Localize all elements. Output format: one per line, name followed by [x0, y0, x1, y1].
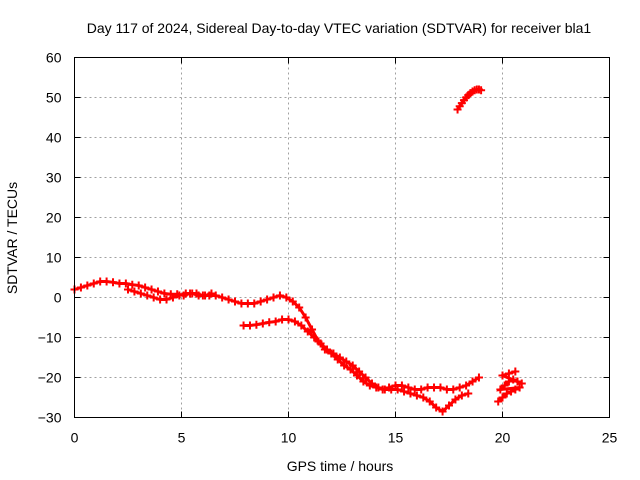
y-tick-label: 50: [46, 90, 62, 106]
series-trace: [127, 288, 212, 301]
axis-ticks: 0 5 10 15 20 25 −30 −20 −10 0 10 20 30 40 50 60: [38, 50, 618, 446]
y-tick-label: 20: [46, 210, 62, 226]
x-tick-label: 15: [388, 430, 404, 446]
y-tick-label: 60: [46, 50, 62, 66]
gridlines: [74, 57, 610, 418]
x-tick-label: 10: [281, 430, 297, 446]
series-upper-track: [70, 277, 483, 394]
y-axis-label: SDTVAR / TECUs: [4, 182, 20, 294]
data-points: [70, 85, 526, 416]
series-trace: [496, 370, 523, 403]
plot-frame: [74, 57, 610, 418]
y-tick-label: 40: [46, 130, 62, 146]
x-tick-label: 20: [495, 430, 511, 446]
y-tick-label: −30: [38, 410, 62, 426]
series-trace: [456, 88, 482, 111]
y-tick-label: −20: [38, 370, 62, 386]
series-high-arc: [453, 85, 486, 114]
x-tick-label: 5: [178, 430, 186, 446]
y-tick-label: 10: [46, 250, 62, 266]
chart-title: Day 117 of 2024, Sidereal Day-to-day VTE…: [87, 20, 592, 36]
series-lower-track: [239, 315, 473, 416]
series-late-cluster: [494, 367, 526, 406]
series-trace: [74, 280, 480, 392]
y-tick-label: 0: [54, 290, 62, 306]
x-tick-label: 0: [71, 430, 79, 446]
x-tick-label: 25: [602, 430, 618, 446]
y-tick-label: −10: [38, 330, 62, 346]
series-trace: [243, 318, 469, 414]
y-tick-label: 30: [46, 170, 62, 186]
x-axis-label: GPS time / hours: [287, 458, 394, 474]
series-middle-track: [124, 285, 216, 304]
